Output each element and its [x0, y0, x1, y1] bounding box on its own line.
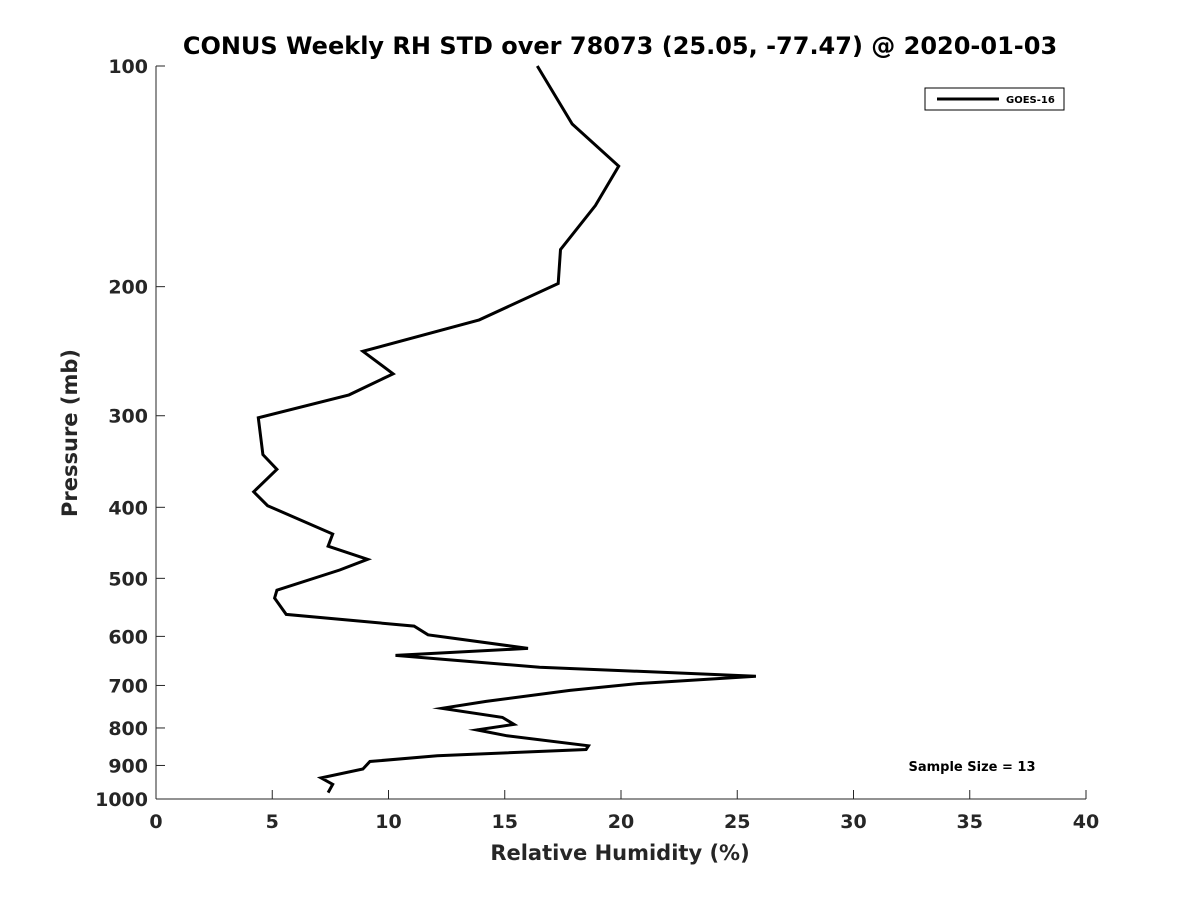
x-tick-label: 20 [608, 811, 634, 833]
y-tick-label: 200 [108, 277, 148, 299]
x-tick-label: 30 [840, 811, 866, 833]
y-tick-label: 500 [108, 568, 148, 590]
plot-axes [155, 66, 1086, 800]
x-tick-label: 10 [375, 811, 401, 833]
legend: GOES-16 [924, 87, 1065, 111]
x-tick-label: 15 [492, 811, 518, 833]
sample-size-annotation: Sample Size = 13 [908, 760, 1035, 775]
x-tick-label: 25 [724, 811, 750, 833]
x-axis-label: Relative Humidity (%) [490, 841, 749, 865]
x-tick-label: 40 [1073, 811, 1099, 833]
series-line-goes-16 [251, 65, 756, 794]
series-layer [251, 65, 756, 794]
y-tick-label: 400 [108, 497, 148, 519]
x-tick-label: 0 [149, 811, 162, 833]
y-tick-label: 700 [108, 675, 148, 697]
y-tick-label: 100 [108, 56, 148, 78]
y-axis-label: Pressure (mb) [58, 349, 82, 517]
y-tick-label: 300 [108, 406, 148, 428]
axis-ticks: 0 5 10 15 20 25 30 35 40 100 200 300 400 500 600 700 800… [95, 56, 1099, 833]
x-tick-label: 5 [266, 811, 279, 833]
x-tick-label: 35 [957, 811, 983, 833]
y-tick-label: 1000 [95, 789, 148, 811]
y-tick-label: 600 [108, 626, 148, 648]
y-tick-label: 900 [108, 755, 148, 777]
y-tick-label: 800 [108, 718, 148, 740]
legend-label: GOES-16 [1006, 95, 1055, 106]
chart-title: CONUS Weekly RH STD over 78073 (25.05, -… [183, 32, 1057, 60]
